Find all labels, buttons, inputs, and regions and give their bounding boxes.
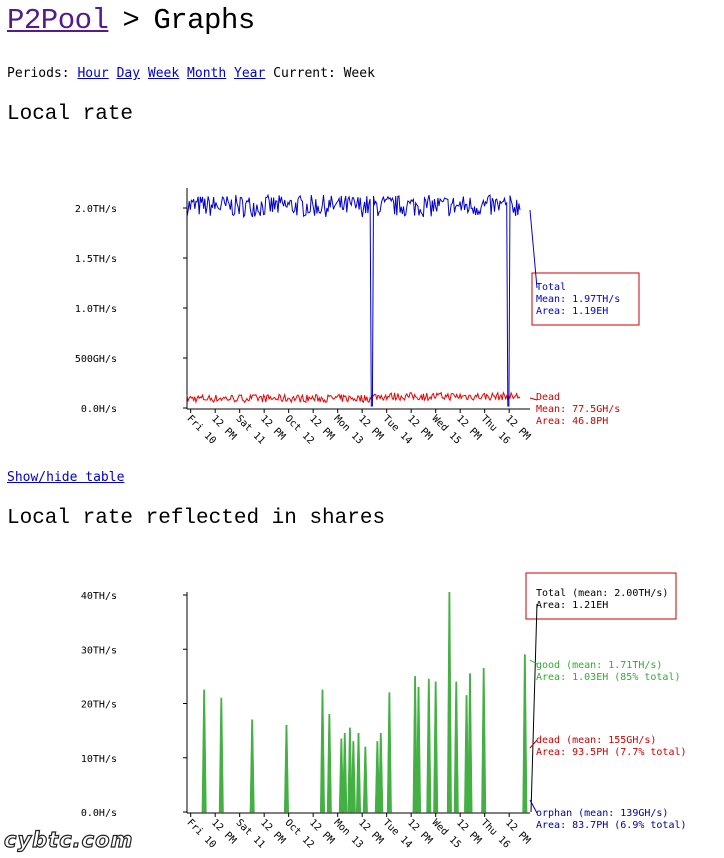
legend-0-line-1: Area: 1.21EH: [536, 600, 608, 611]
spike-15: [412, 676, 418, 813]
spike-9: [350, 741, 356, 813]
y-tick-label: 500GH/s: [75, 354, 117, 365]
y-tick-label: 1.0TH/s: [75, 304, 117, 315]
spike-20: [453, 681, 459, 813]
period-link-day[interactable]: Day: [116, 66, 141, 81]
y-tick-label: 10TH/s: [81, 754, 117, 765]
legend-1-line-1: Area: 1.03EH (85% total): [536, 672, 681, 683]
legend-box: [531, 272, 640, 326]
spike-14: [386, 692, 392, 813]
page-header: P2Pool > Graphs: [7, 4, 255, 37]
y-tick-label: 30TH/s: [81, 645, 117, 656]
period-link-year[interactable]: Year: [234, 66, 266, 81]
home-link[interactable]: P2Pool: [7, 4, 109, 37]
legend-3-line-1: Area: 83.7PH (6.9% total): [536, 820, 687, 831]
spike-11: [362, 746, 368, 813]
spike-17: [426, 678, 432, 813]
spike-2: [249, 719, 255, 813]
current-period: Current: Week: [273, 66, 375, 81]
periods-bar: Periods: Hour Day Week Month Year Curren…: [7, 66, 375, 81]
periods-label: Periods:: [7, 66, 70, 81]
legend-3-line-0: orphan (mean: 139GH/s): [536, 808, 668, 819]
chart-title-local-rate-shares: Local rate reflected in shares: [7, 507, 386, 530]
page-title: Graphs: [153, 4, 255, 37]
series-line-dead: [186, 390, 521, 404]
y-tick-label: 40TH/s: [81, 591, 117, 602]
spike-1: [218, 697, 224, 813]
legend-leader-dead: [529, 397, 538, 401]
period-link-week[interactable]: Week: [147, 66, 180, 81]
y-tick-label: 0.0H/s: [81, 404, 117, 415]
legend-leader-orphan: [529, 799, 538, 814]
spike-13: [378, 733, 384, 813]
legend-total-line-1: Mean: 1.97TH/s: [536, 294, 620, 305]
spike-3: [283, 724, 289, 813]
spike-18: [433, 681, 439, 813]
spike-4: [319, 689, 325, 813]
y-tick-label: 0.0H/s: [81, 808, 117, 819]
spike-23: [481, 667, 487, 813]
spike-12: [374, 741, 380, 813]
period-link-month[interactable]: Month: [187, 66, 227, 81]
legend-dead-line-1: Mean: 77.5GH/s: [536, 404, 620, 415]
y-tick-label: 1.5TH/s: [75, 254, 117, 265]
series-line-total: [186, 193, 521, 407]
y-tick-label: 2.0TH/s: [75, 204, 117, 215]
spike-22: [467, 673, 473, 813]
legend-total-line-0: Total: [536, 282, 566, 293]
legend-0-line-0: Total (mean: 2.00TH/s): [536, 588, 668, 599]
legend-dead-line-2: Area: 46.8PH: [536, 416, 608, 427]
spike-10: [355, 733, 362, 813]
legend-1-line-0: good (mean: 1.71TH/s): [536, 660, 662, 671]
spike-24: [522, 654, 528, 813]
legend-leader-good: [529, 659, 538, 665]
spike-7: [342, 733, 348, 813]
show-hide-table-link[interactable]: Show/hide table: [7, 470, 125, 485]
legend-2-line-0: dead (mean: 155GH/s): [536, 735, 656, 746]
spike-21: [464, 695, 470, 813]
spike-16: [416, 686, 422, 813]
spike-5: [326, 714, 332, 813]
watermark: cybtc.com: [3, 827, 134, 852]
breadcrumb-separator: >: [122, 4, 140, 37]
legend-leader-dead: [529, 739, 538, 749]
legend-total-line-2: Area: 1.19EH: [536, 306, 608, 317]
legend-dead-line-0: Dead: [536, 392, 560, 403]
chart-title-local-rate: Local rate: [7, 103, 134, 126]
legend-box: [525, 572, 677, 620]
spike-8: [347, 727, 353, 813]
spike-0: [201, 689, 207, 813]
spike-19: [446, 591, 452, 813]
period-link-hour[interactable]: Hour: [77, 66, 109, 81]
y-tick-label: 20TH/s: [81, 700, 117, 711]
legend-leader-total: [529, 209, 538, 289]
legend-leader-total: [530, 603, 538, 813]
spike-6: [338, 738, 344, 813]
legend-2-line-1: Area: 93.5PH (7.7% total): [536, 747, 687, 758]
